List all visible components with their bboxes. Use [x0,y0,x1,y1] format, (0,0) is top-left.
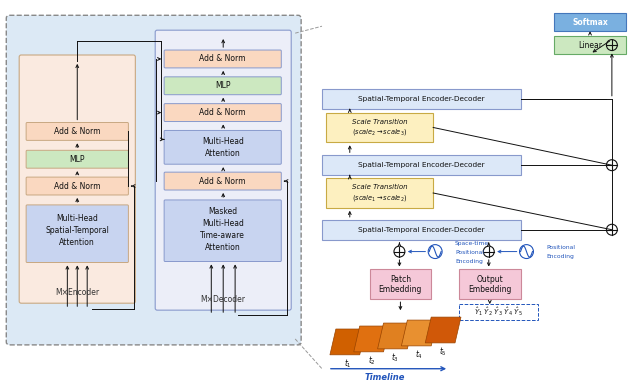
Text: Patch: Patch [390,275,411,284]
Text: Embedding: Embedding [468,285,511,294]
Text: Attention: Attention [60,238,95,247]
FancyBboxPatch shape [26,177,129,195]
Text: Timeline: Timeline [364,373,404,382]
Text: Spatial-Temporal: Spatial-Temporal [45,226,109,235]
FancyBboxPatch shape [164,172,282,190]
Text: $t_1$: $t_1$ [344,358,352,370]
Text: Multi-Head: Multi-Head [56,214,98,223]
Text: Output: Output [476,275,503,284]
Bar [554,13,626,31]
Text: Masked: Masked [208,208,237,216]
Bar [322,220,520,239]
Text: Time-aware: Time-aware [200,231,245,240]
Text: Attention: Attention [205,243,241,252]
Text: Spatial-Temporal Encoder-Decoder: Spatial-Temporal Encoder-Decoder [358,227,484,233]
FancyBboxPatch shape [164,77,282,95]
Text: Spatial-Temporal Encoder-Decoder: Spatial-Temporal Encoder-Decoder [358,162,484,168]
Text: Add & Norm: Add & Norm [54,127,100,136]
FancyBboxPatch shape [6,15,301,345]
Bar [322,89,520,109]
FancyBboxPatch shape [164,50,282,68]
Polygon shape [378,323,413,349]
FancyBboxPatch shape [19,55,135,303]
Text: M×Encoder: M×Encoder [55,288,99,297]
Text: Positional: Positional [547,245,575,250]
Text: Scale Transition: Scale Transition [352,184,408,190]
FancyBboxPatch shape [164,104,282,122]
Text: $(scale_2 \rightarrow scale_3)$: $(scale_2 \rightarrow scale_3)$ [352,127,407,137]
Text: $(scale_1 \rightarrow scale_2)$: $(scale_1 \rightarrow scale_2)$ [352,193,407,203]
Text: Spatial-Temporal Encoder-Decoder: Spatial-Temporal Encoder-Decoder [358,96,484,102]
Polygon shape [354,326,390,352]
Text: Space-time: Space-time [455,241,489,246]
Bar [326,112,433,142]
FancyBboxPatch shape [164,131,282,164]
FancyBboxPatch shape [155,30,291,310]
Text: Add & Norm: Add & Norm [200,177,246,186]
Polygon shape [401,320,437,346]
FancyBboxPatch shape [164,200,282,261]
Bar [370,270,431,299]
Text: $t_5$: $t_5$ [439,346,447,358]
Polygon shape [425,317,461,343]
Text: $t_3$: $t_3$ [392,352,399,364]
Bar [459,304,538,320]
Text: MLP: MLP [70,155,85,164]
Bar [554,36,626,54]
Text: $t_2$: $t_2$ [368,355,376,367]
Polygon shape [330,329,365,355]
Text: Attention: Attention [205,149,241,158]
Text: MLP: MLP [215,81,230,90]
Bar [326,178,433,208]
FancyBboxPatch shape [26,122,129,141]
Text: Multi-Head: Multi-Head [202,219,244,228]
Bar [459,270,520,299]
Bar [322,155,520,175]
FancyBboxPatch shape [26,205,129,263]
Text: Softmax: Softmax [572,18,608,27]
Text: M×Decoder: M×Decoder [201,295,246,304]
Text: Multi-Head: Multi-Head [202,137,244,146]
Text: Add & Norm: Add & Norm [200,108,246,117]
Text: Embedding: Embedding [379,285,422,294]
Text: Positional: Positional [455,250,484,255]
Text: Encoding: Encoding [547,254,574,259]
Text: Add & Norm: Add & Norm [54,182,100,191]
Text: Add & Norm: Add & Norm [200,54,246,64]
Text: $t_4$: $t_4$ [415,348,423,361]
FancyBboxPatch shape [26,150,129,168]
Text: Scale Transition: Scale Transition [352,119,408,124]
Text: Encoding: Encoding [455,259,483,264]
Text: $\hat{Y}_1\ \hat{Y}_2\ \hat{Y}_3\ \hat{Y}_4\ \hat{Y}_5$: $\hat{Y}_1\ \hat{Y}_2\ \hat{Y}_3\ \hat{Y… [474,306,523,318]
Text: Linear: Linear [578,40,602,50]
